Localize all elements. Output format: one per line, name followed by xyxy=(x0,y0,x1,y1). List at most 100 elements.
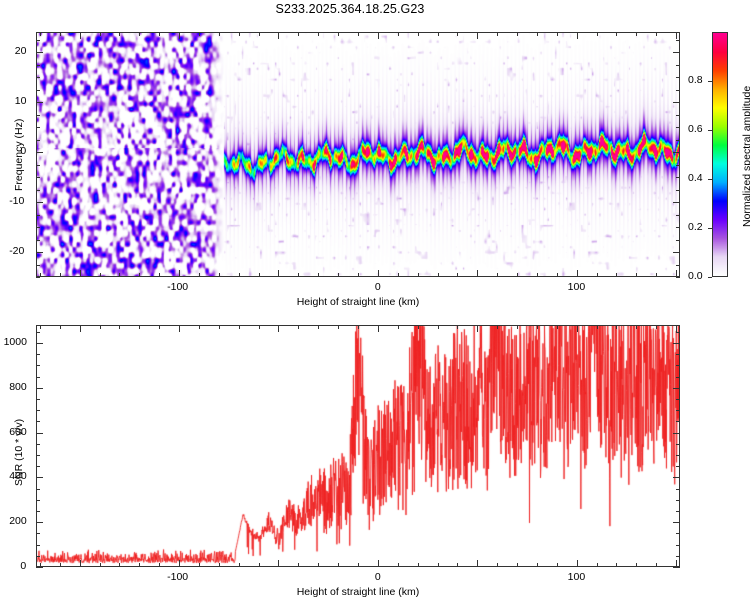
axis-tick xyxy=(676,77,680,78)
axis-tick xyxy=(40,325,41,329)
colorbar xyxy=(712,32,728,277)
axis-tick xyxy=(159,563,160,567)
axis-tick xyxy=(597,273,598,277)
axis-tick xyxy=(673,52,680,53)
axis-tick xyxy=(60,273,61,277)
colorbar-tick xyxy=(708,228,712,229)
axis-tick xyxy=(40,32,41,36)
axis-tick xyxy=(36,477,43,478)
axis-tick xyxy=(36,152,43,153)
axis-tick xyxy=(517,32,518,36)
axis-tick xyxy=(676,489,680,490)
axis-tick xyxy=(60,325,61,329)
axis-tick xyxy=(673,477,680,478)
axis-tick xyxy=(159,273,160,277)
axis-tick xyxy=(398,325,399,329)
axis-tick xyxy=(119,32,120,36)
axis-tick xyxy=(673,343,680,344)
axis-tick xyxy=(398,273,399,277)
axis-tick xyxy=(616,273,617,277)
axis-tick xyxy=(673,102,680,103)
x-tick-label: 100 xyxy=(567,571,586,583)
y-tick-label: 0 xyxy=(20,145,27,157)
axis-tick xyxy=(100,563,101,567)
axis-tick xyxy=(438,325,439,329)
axis-tick xyxy=(577,560,578,567)
axis-tick xyxy=(673,433,680,434)
colorbar-tick xyxy=(708,81,712,82)
colorbar-tick-label: 0.8 xyxy=(688,74,703,86)
axis-tick xyxy=(418,325,419,329)
y-tick-label: 1000 xyxy=(3,335,27,348)
axis-tick xyxy=(438,273,439,277)
axis-tick xyxy=(80,560,81,567)
axis-tick xyxy=(36,165,40,166)
axis-tick xyxy=(119,563,120,567)
axis-tick xyxy=(100,325,101,329)
snr-trace xyxy=(37,326,679,566)
axis-tick xyxy=(636,273,637,277)
axis-tick xyxy=(60,563,61,567)
axis-tick xyxy=(139,325,140,329)
axis-tick xyxy=(36,277,40,278)
axis-tick xyxy=(36,399,40,400)
axis-tick xyxy=(199,32,200,36)
y-tick-label: -20 xyxy=(9,245,25,257)
axis-tick xyxy=(36,388,43,389)
axis-tick xyxy=(36,202,43,203)
axis-tick xyxy=(497,563,498,567)
axis-tick xyxy=(298,563,299,567)
axis-tick xyxy=(36,489,40,490)
x-tick-label: -100 xyxy=(167,281,189,293)
axis-tick xyxy=(577,32,578,39)
axis-tick xyxy=(557,32,558,36)
axis-tick xyxy=(676,265,680,266)
axis-tick xyxy=(378,270,379,277)
axis-tick xyxy=(239,32,240,36)
axis-tick xyxy=(477,270,478,277)
axis-tick xyxy=(36,343,43,344)
axis-tick xyxy=(179,270,180,277)
axis-tick xyxy=(298,325,299,329)
spectrogram-panel xyxy=(36,32,680,277)
axis-tick xyxy=(597,32,598,36)
axis-tick xyxy=(477,325,478,332)
axis-tick xyxy=(36,102,43,103)
axis-tick xyxy=(298,32,299,36)
axis-tick xyxy=(358,325,359,329)
colorbar-tick xyxy=(708,277,712,278)
axis-tick xyxy=(676,421,680,422)
axis-tick xyxy=(676,240,680,241)
axis-tick xyxy=(673,252,680,253)
axis-tick xyxy=(676,545,680,546)
axis-tick xyxy=(179,32,180,39)
axis-tick xyxy=(676,40,680,41)
x-tick-label: 0 xyxy=(374,571,381,583)
y-tick-label: 800 xyxy=(9,380,27,393)
axis-tick xyxy=(537,325,538,329)
axis-tick xyxy=(298,273,299,277)
axis-tick xyxy=(36,265,40,266)
axis-tick xyxy=(676,365,680,366)
y-tick-label: 20 xyxy=(14,45,27,57)
axis-tick xyxy=(676,444,680,445)
axis-tick xyxy=(398,32,399,36)
axis-tick xyxy=(199,563,200,567)
colorbar-tick-label: 0.4 xyxy=(688,172,703,184)
axis-tick xyxy=(616,563,617,567)
axis-tick xyxy=(676,115,680,116)
axis-tick xyxy=(537,273,538,277)
axis-tick xyxy=(676,140,680,141)
axis-tick xyxy=(36,332,40,333)
axis-tick xyxy=(36,215,40,216)
spectrogram-y-axis-label: Frequency (Hz) xyxy=(13,118,25,191)
axis-tick xyxy=(278,325,279,332)
axis-tick xyxy=(199,325,200,329)
axis-tick xyxy=(557,273,558,277)
axis-tick xyxy=(497,32,498,36)
axis-tick xyxy=(676,511,680,512)
axis-tick xyxy=(418,563,419,567)
axis-tick xyxy=(557,563,558,567)
axis-tick xyxy=(36,190,40,191)
axis-tick xyxy=(597,325,598,329)
